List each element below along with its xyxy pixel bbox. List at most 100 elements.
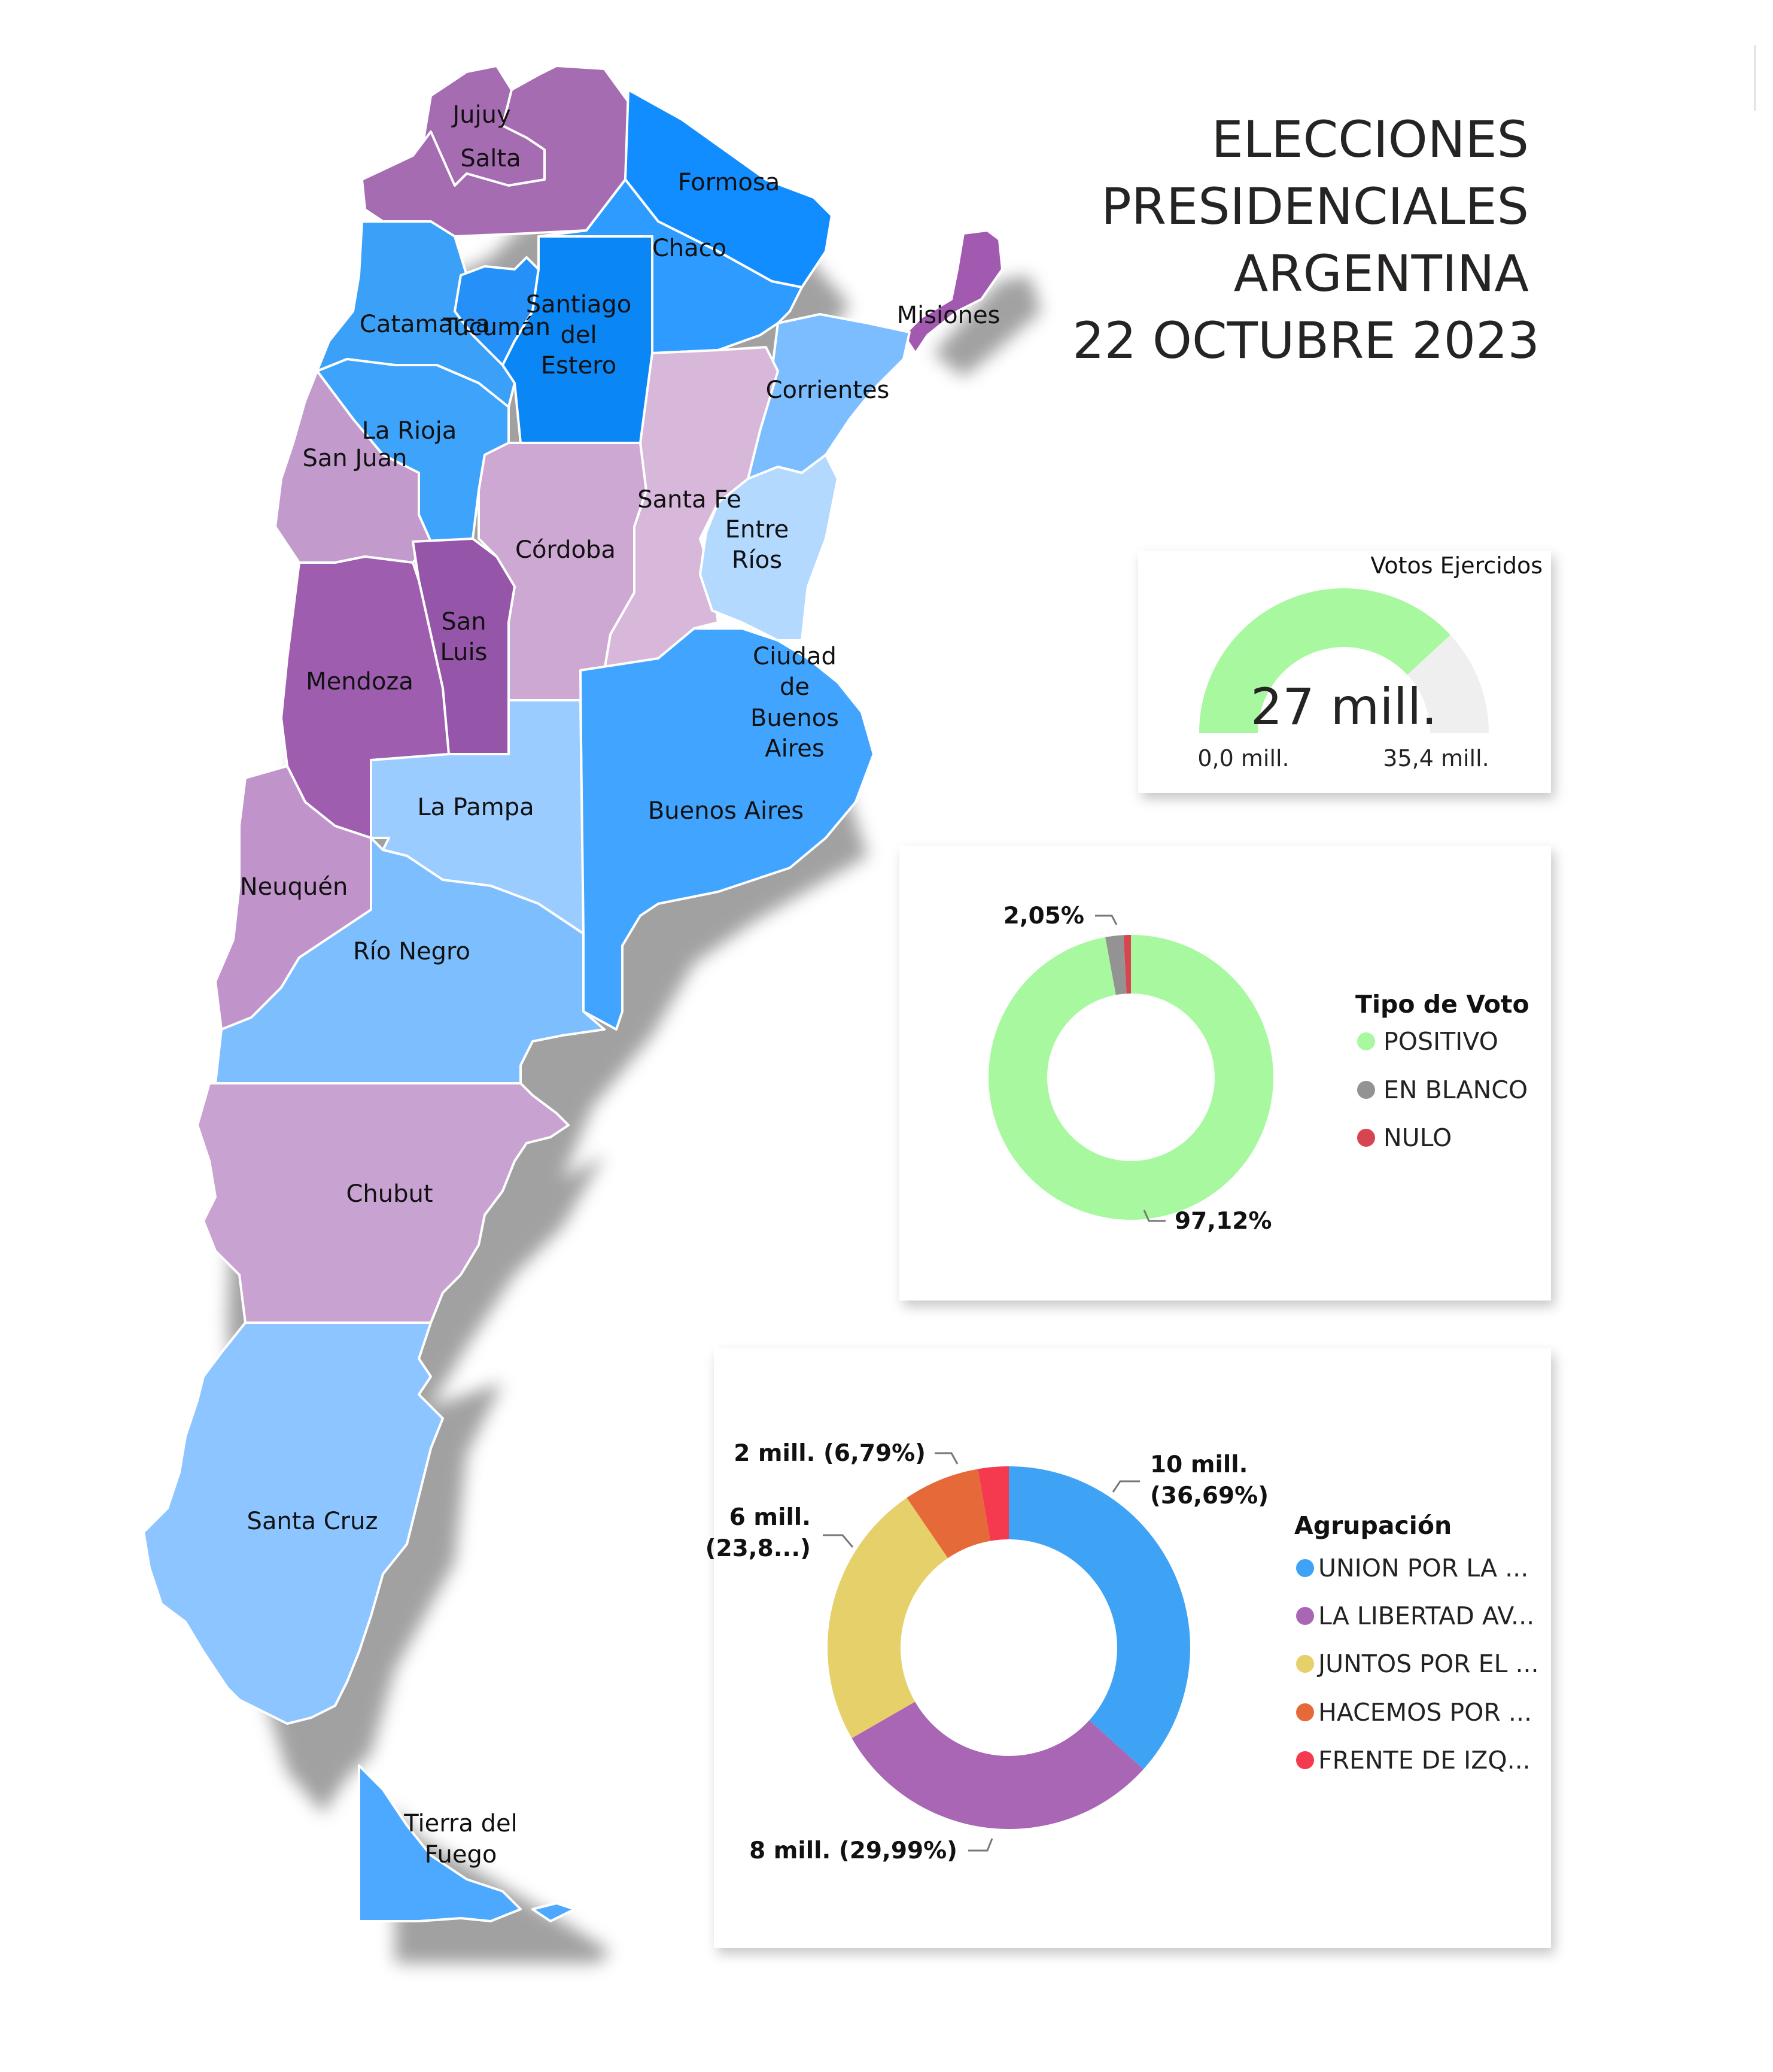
legend-label-en-blanco: EN BLANCO [1383, 1076, 1528, 1104]
legend-item-positivo[interactable]: POSITIVO [1357, 1027, 1498, 1056]
province-rio-negro [214, 837, 606, 1084]
tipo-voto-slice-1[interactable] [1105, 935, 1127, 995]
label-entre-rios-2: Ríos [732, 546, 782, 574]
province-misiones [902, 229, 1003, 354]
label-misiones: Misiones [897, 302, 1000, 329]
label-santiago-del-estero-2: del [560, 321, 597, 349]
agrupacion-slice-2[interactable] [828, 1497, 948, 1739]
label-entre-rios-1: Entre [725, 516, 789, 543]
label-cordoba: Córdoba [515, 536, 616, 564]
tipo-voto-legend-title: Tipo de Voto [1355, 990, 1529, 1019]
legend-label-frente: FRENTE DE IZQ... [1318, 1746, 1531, 1775]
gauge-max: 35,4 mill. [1383, 745, 1489, 771]
label-rio-negro: Río Negro [353, 938, 470, 965]
label-san-luis-1: San [441, 608, 486, 636]
legend-label-juntos: JUNTOS POR EL ... [1316, 1649, 1539, 1678]
legend-marker-en-blanco [1357, 1081, 1375, 1099]
legend-marker-hacemos [1296, 1703, 1314, 1721]
agrupacion-donut [828, 1466, 1190, 1829]
callout-juntos-1: 6 mill. [729, 1504, 811, 1531]
tipo-voto-callouts: 2,05% 97,12% [1003, 903, 1272, 1235]
callout-libertad-line [968, 1838, 993, 1852]
legend-item-hacemos[interactable]: HACEMOS POR ... [1296, 1698, 1532, 1727]
label-san-luis-2: Luis [440, 639, 488, 666]
label-santiago-del-estero-3: Estero [541, 352, 616, 379]
callout-en-blanco: 2,05% [1003, 903, 1084, 929]
tipo-voto-slice-2[interactable] [1123, 935, 1131, 994]
label-ciudad-bsas-4: Aires [765, 735, 825, 762]
agrupacion-slice-0[interactable] [1009, 1466, 1190, 1770]
callout-juntos-line [823, 1534, 854, 1548]
agrupacion-slice-3[interactable] [907, 1469, 991, 1558]
label-mendoza: Mendoza [306, 668, 413, 695]
legend-item-nulo[interactable]: NULO [1357, 1123, 1452, 1152]
label-la-rioja: La Rioja [362, 417, 457, 445]
label-tierra-del-fuego-2: Fuego [425, 1841, 497, 1869]
title-line-3: ARGENTINA [1234, 244, 1529, 303]
label-santiago-del-estero-1: Santiago [526, 291, 631, 318]
label-neuquen: Neuquén [240, 873, 348, 901]
tipo-voto-donut [989, 935, 1274, 1220]
label-buenos-aires: Buenos Aires [648, 797, 804, 825]
agrupacion-legend-title: Agrupación [1294, 1511, 1452, 1540]
callout-union-2: (36,69%) [1150, 1482, 1269, 1509]
callout-union-line [1112, 1480, 1140, 1493]
legend-item-frente[interactable]: FRENTE DE IZQ... [1296, 1746, 1531, 1775]
label-ciudad-bsas-3: Buenos [750, 704, 839, 732]
label-la-pampa: La Pampa [417, 794, 534, 821]
legend-label-positivo: POSITIVO [1383, 1027, 1498, 1056]
dashboard-title: ELECCIONES PRESIDENCIALES ARGENTINA 22 O… [1072, 110, 1540, 370]
callout-juntos-2: (23,8...) [705, 1535, 811, 1562]
label-san-juan: San Juan [303, 445, 407, 472]
tipo-voto-slice-0[interactable] [989, 935, 1274, 1220]
province-buenos-aires [579, 627, 875, 1031]
label-catamarca: Catamarca [360, 311, 490, 338]
callout-libertad: 8 mill. (29,99%) [749, 1837, 957, 1864]
agrupacion-card[interactable]: 10 mill. (36,69%) 2 mill. (6,79%) 6 mill… [705, 1348, 1551, 1948]
province-santa-cruz [142, 1321, 444, 1725]
label-salta: Salta [460, 145, 521, 172]
province-tierra-del-fuego-island [531, 1902, 576, 1922]
gauge-min: 0,0 mill. [1197, 745, 1289, 771]
tipo-voto-legend: Tipo de Voto POSITIVO EN BLANCO NULO [1355, 990, 1529, 1152]
legend-label-union: UNION POR LA ... [1318, 1554, 1528, 1582]
legend-marker-frente [1296, 1751, 1314, 1769]
callout-en-blanco-line [1095, 915, 1118, 925]
legend-marker-nulo [1357, 1129, 1375, 1147]
label-tucuman: Tucumán [442, 314, 551, 341]
gauge-card[interactable]: Votos Ejercidos 27 mill. 0,0 mill. 35,4 … [1138, 551, 1551, 793]
callout-hacemos-line [935, 1452, 959, 1465]
label-corrientes: Corrientes [766, 376, 890, 404]
agrupacion-slice-4[interactable] [978, 1466, 1009, 1541]
legend-item-union[interactable]: UNION POR LA ... [1296, 1554, 1528, 1582]
legend-item-juntos[interactable]: JUNTOS POR EL ... [1296, 1649, 1539, 1678]
title-line-1: ELECCIONES [1212, 110, 1529, 169]
title-line-2: PRESIDENCIALES [1101, 177, 1529, 236]
legend-item-libertad[interactable]: LA LIBERTAD AV... [1296, 1602, 1534, 1630]
label-santa-fe: Santa Fe [637, 486, 741, 514]
gauge-value: 27 mill. [1251, 677, 1437, 736]
callout-union-1: 10 mill. [1150, 1451, 1248, 1478]
legend-label-nulo: NULO [1383, 1123, 1452, 1152]
province-chubut [196, 1082, 570, 1324]
label-chubut: Chubut [346, 1180, 433, 1208]
tipo-voto-card[interactable]: 2,05% 97,12% Tipo de Voto POSITIVO EN BL… [899, 846, 1551, 1301]
label-ciudad-bsas-1: Ciudad [753, 643, 837, 670]
title-line-4: 22 OCTUBRE 2023 [1072, 311, 1540, 370]
agrupacion-slice-1[interactable] [851, 1702, 1144, 1829]
province-labels: Jujuy Salta Formosa Chaco Misiones Catam… [240, 101, 1000, 1869]
label-jujuy: Jujuy [451, 101, 510, 129]
province-santiago-del-estero [501, 235, 653, 444]
callout-hacemos: 2 mill. (6,79%) [734, 1440, 926, 1467]
label-tierra-del-fuego-1: Tierra del [403, 1810, 517, 1837]
legend-item-en-blanco[interactable]: EN BLANCO [1357, 1076, 1528, 1104]
label-chaco: Chaco [652, 235, 726, 262]
provinces [142, 65, 1003, 1922]
legend-marker-libertad [1296, 1607, 1314, 1625]
label-santa-cruz: Santa Cruz [247, 1508, 378, 1535]
agrupacion-callouts: 10 mill. (36,69%) 2 mill. (6,79%) 6 mill… [705, 1440, 1269, 1864]
callout-positivo: 97,12% [1175, 1208, 1272, 1235]
province-entre-rios [699, 454, 839, 642]
callout-positivo-line [1143, 1210, 1166, 1222]
